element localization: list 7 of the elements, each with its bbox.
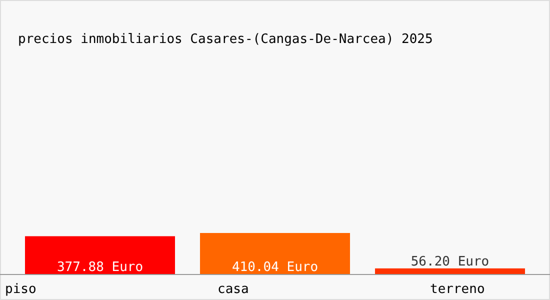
data-label: 377.88 Euro [56, 260, 144, 275]
x-tick-label: piso [5, 282, 36, 297]
data-label: 410.04 Euro [232, 260, 318, 275]
data-label: 56.20 Euro [410, 254, 490, 270]
chart-title: precios inmobiliarios Casares-(Cangas-De-Narcea) 2025 [18, 32, 433, 47]
x-tick-label: terreno [430, 282, 485, 297]
x-tick-label: casa [218, 282, 249, 297]
